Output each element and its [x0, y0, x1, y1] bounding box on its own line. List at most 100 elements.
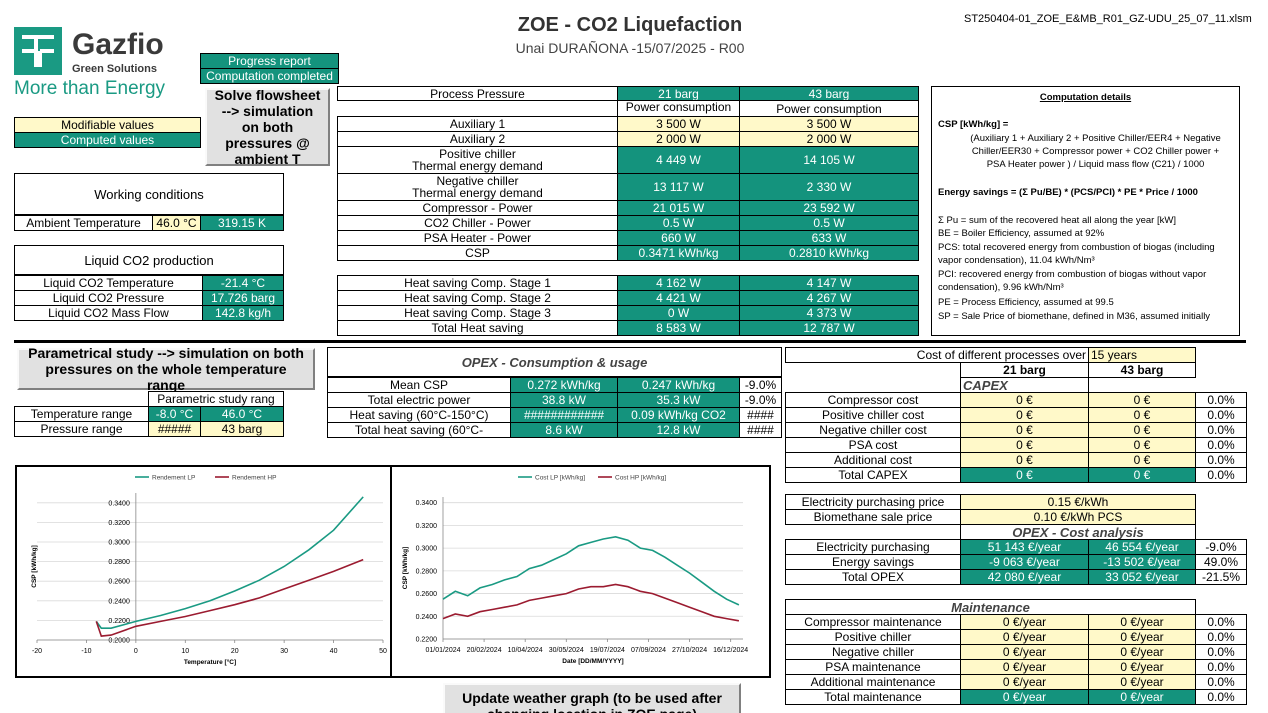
- cell: 2 330 W: [739, 173, 919, 201]
- legend-label: Rendement LP: [152, 475, 195, 482]
- cell: 4 421 W: [617, 290, 740, 306]
- cell: PSA cost: [785, 437, 961, 453]
- header-cell: 21 barg: [617, 86, 740, 101]
- cell: PSA Heater - Power: [337, 230, 618, 246]
- series-line: [95, 558, 364, 637]
- logo-tagline: Green Solutions: [72, 63, 157, 75]
- cell: Compressor cost: [785, 392, 961, 408]
- cell: 33 052 €/year: [1088, 569, 1196, 585]
- legend-label: Cost HP [kWh/kg]: [615, 475, 666, 482]
- solve-button[interactable]: Solve flowsheet --> simulation on both p…: [205, 87, 330, 167]
- section-title: Maintenance: [785, 599, 1196, 615]
- cell: Progress report: [200, 53, 339, 69]
- cell: 0 €/year: [960, 614, 1089, 630]
- details-line: (Auxiliary 1 + Auxiliary 2 + Positive Ch…: [970, 133, 1221, 170]
- section-title: CAPEX: [960, 377, 1089, 393]
- cell: 142.8 kg/h: [202, 305, 284, 321]
- cell: 0.0%: [1195, 407, 1247, 423]
- parametric-button[interactable]: Parametrical study --> simulation on bot…: [17, 345, 315, 393]
- cell: 0.0%: [1195, 467, 1247, 483]
- cell: 0.0%: [1195, 674, 1247, 690]
- y-tick-label: 0.2800: [416, 568, 438, 575]
- file-name: ST250404-01_ZOE_E&MB_R01_GZ-UDU_25_07_11…: [964, 13, 1252, 25]
- cell: 0 €/year: [1088, 629, 1196, 645]
- cell: 0 €: [1088, 452, 1196, 468]
- details-line: BE = Boiler Efficiency, assumed at 92%: [938, 228, 1105, 239]
- details-line: PE = Process Efficiency, assumed at 99.5: [938, 297, 1114, 308]
- cell: 49.0%: [1195, 554, 1247, 570]
- y-tick-label: 0.3400: [108, 500, 130, 507]
- header-cell: Process Pressure: [337, 86, 618, 101]
- cell: 0.2810 kWh/kg: [739, 245, 919, 261]
- cell: 0 €/year: [960, 674, 1089, 690]
- cell: Pressure range: [14, 421, 149, 437]
- x-tick-label: 27/10/2024: [672, 647, 707, 654]
- cell: Positive chiller Thermal energy demand: [337, 146, 618, 174]
- cell: 0 €: [960, 392, 1089, 408]
- x-tick-label: 50: [379, 648, 387, 655]
- cell: Negative chiller: [785, 644, 961, 660]
- cell: 0.247 kWh/kg: [617, 377, 740, 393]
- cell: Negative chiller cost: [785, 422, 961, 438]
- cell: Heat saving Comp. Stage 1: [337, 275, 618, 291]
- computation-details: Computation details CSP [kWh/kg] = (Auxil…: [931, 86, 1240, 336]
- cell: 0 €/year: [960, 659, 1089, 675]
- y-axis-title: CSP [kWh/kg]: [402, 547, 409, 590]
- cell: Compressor - Power: [337, 200, 618, 216]
- cell: 633 W: [739, 230, 919, 246]
- cell: 0 €: [960, 422, 1089, 438]
- weather-button[interactable]: Update weather graph (to be used after c…: [443, 683, 741, 713]
- series-line: [95, 496, 364, 629]
- y-tick-label: 0.2200: [416, 637, 438, 644]
- cell: ####: [739, 422, 782, 438]
- cell: 14 105 W: [739, 146, 919, 174]
- section-title: Liquid CO2 production: [14, 245, 284, 275]
- details-line: PCS: total recovered energy from combust…: [938, 242, 1215, 266]
- details-line: PCI: recovered energy from combustion of…: [938, 269, 1207, 293]
- cell: Biomethane sale price: [785, 509, 961, 525]
- cell: 0 €: [1088, 422, 1196, 438]
- cell: 4 449 W: [617, 146, 740, 174]
- cell: 319.15 K: [200, 215, 284, 231]
- cell: Total CAPEX: [785, 467, 961, 483]
- cell: Ambient Temperature: [14, 215, 153, 231]
- cell: 0 €: [1088, 467, 1196, 483]
- cell: 0.0%: [1195, 392, 1247, 408]
- cell: 0 €/year: [960, 629, 1089, 645]
- cell: 0.10 €/kWh PCS: [960, 509, 1196, 525]
- cell: 3 500 W: [617, 116, 740, 132]
- cell: Positive chiller cost: [785, 407, 961, 423]
- cell: 35.3 kW: [617, 392, 740, 408]
- chart-frame: [15, 465, 771, 678]
- cell: 0.272 kWh/kg: [510, 377, 618, 393]
- cell: #####: [148, 421, 201, 437]
- x-tick-label: 30/05/2024: [549, 647, 584, 654]
- cell: 0.15 €/kWh: [960, 494, 1196, 510]
- x-tick-label: 20: [231, 648, 239, 655]
- separator: [14, 340, 1246, 343]
- cell: Total OPEX: [785, 569, 961, 585]
- header-cell: 43 barg: [739, 86, 919, 101]
- cell: 17.726 barg: [202, 290, 284, 306]
- logo-slogan: More than Energy: [14, 78, 166, 99]
- cell: 38.8 kW: [510, 392, 618, 408]
- cell: 12 787 W: [739, 320, 919, 336]
- cell: 23 592 W: [739, 200, 919, 216]
- cell: 0 €/year: [1088, 689, 1196, 705]
- cell: Computed values: [14, 132, 201, 148]
- cell: 46 554 €/year: [1088, 539, 1196, 555]
- legend-label: Cost LP [kWh/kg]: [535, 475, 585, 482]
- header-cell: Parametric study rang: [148, 391, 284, 407]
- cell: 3 500 W: [739, 116, 919, 132]
- y-tick-label: 0.2400: [108, 598, 130, 605]
- cell: 0.09 kWh/kg CO2: [617, 407, 740, 423]
- cell: 0.0%: [1195, 689, 1247, 705]
- cell: 4 162 W: [617, 275, 740, 291]
- cell: 46.0 °C: [200, 406, 284, 422]
- y-tick-label: 0.3200: [416, 523, 438, 530]
- cell: 8.6 kW: [510, 422, 618, 438]
- cell: 42 080 €/year: [960, 569, 1089, 585]
- header-cell: Power consumption: [617, 100, 740, 117]
